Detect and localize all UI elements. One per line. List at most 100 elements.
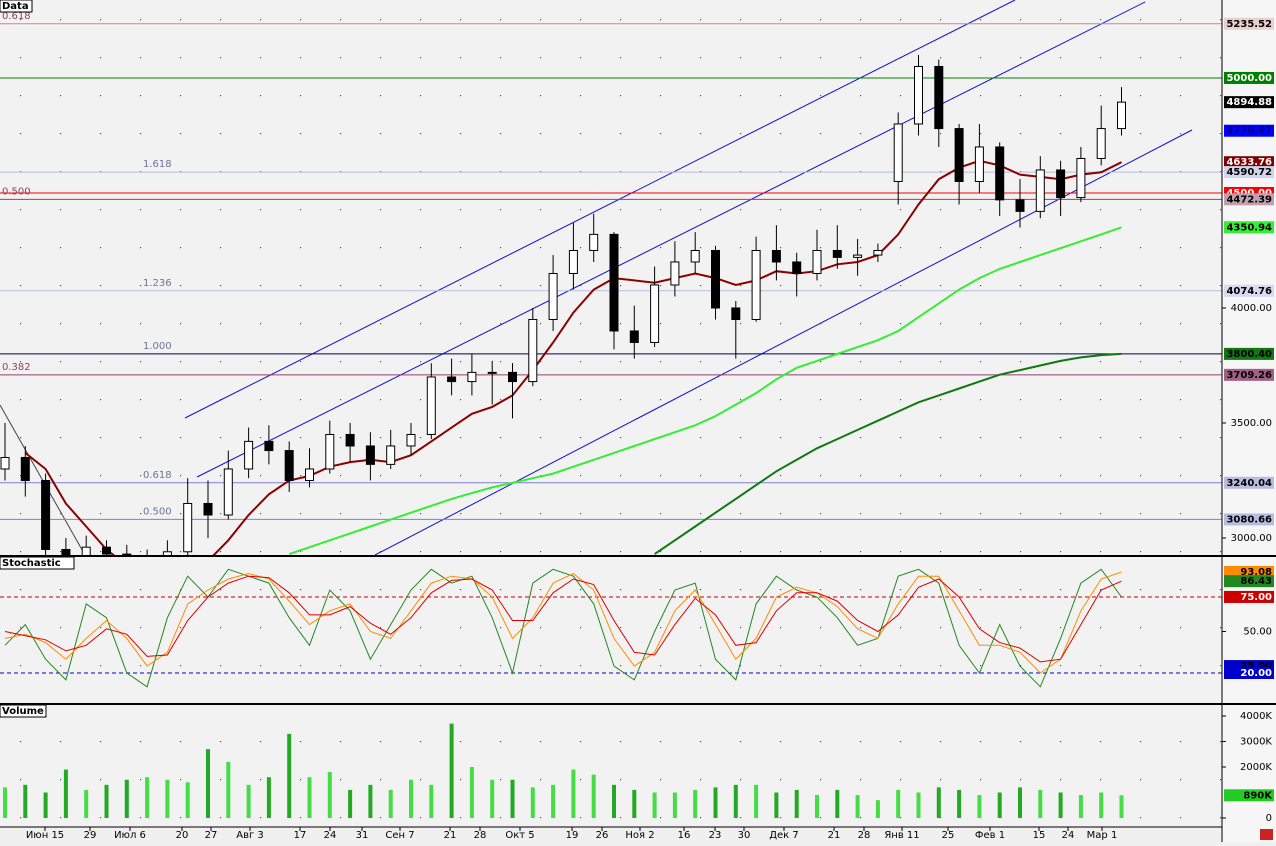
scroll-button[interactable] [1260,829,1273,840]
value-box [1224,156,1274,169]
volume-bar [388,789,393,818]
x-tick-label: 28 [474,830,487,841]
panel-title-box [0,0,33,13]
x-tick-label: 26 [596,830,609,841]
volume-bar [1078,795,1083,818]
volume-bar [429,784,434,818]
channel-lines [0,0,1193,555]
series-line [288,226,1122,555]
dot-grid [0,0,1222,827]
x-tick-label: 29 [84,830,97,841]
candle-body [792,261,802,274]
panel [0,568,1222,688]
candle-body [81,546,91,555]
panel-title: Data [2,1,29,12]
volume-bar [409,779,413,818]
x-tick-label: Сен 7 [385,830,414,841]
volume-bar [206,749,210,818]
volume-bar [266,777,271,818]
x-tick-label: 21 [444,830,457,841]
candle-body [183,502,193,553]
value-box [1224,565,1274,578]
y-tick-label: 4000K [1240,711,1272,722]
candle-body [20,456,30,481]
x-tick-label: 20 [176,830,189,841]
candle-body [629,330,639,343]
x-tick-label: 16 [678,830,691,841]
candle-body [386,445,396,465]
volume-bar [571,769,576,818]
candle-body [122,553,132,555]
panel [3,723,1124,818]
x-tick-label: 30 [738,830,751,841]
candle-body [873,249,883,256]
candle-body [650,284,660,343]
candle-body [1015,199,1025,212]
value-box-label: 4350.94 [1226,222,1272,233]
volume-bar [733,784,738,818]
candle-body [264,440,274,452]
candle-body [832,249,842,258]
x-tick-label: Фев 1 [975,830,1005,841]
fib-label: 1.000 [143,341,172,352]
x-tick-label: 23 [709,830,722,841]
volume-bar [124,779,129,818]
volume-bar [307,777,312,818]
y-tick-label: 3000.00 [1231,533,1272,544]
value-box-label: 93.08 [1240,567,1272,578]
value-box-label: 5000.00 [1226,73,1272,84]
x-tick-label: Окт 5 [505,830,534,841]
x-tick-label: 21 [828,830,841,841]
volume-bar [632,789,637,818]
volume-bar [693,789,698,818]
candle-body [447,376,457,383]
volume-bar [226,761,231,818]
volume-bar [530,787,535,818]
value-box [1224,575,1274,588]
channel-middle [196,1,1146,478]
candle-body [325,433,335,470]
volume-bar [794,789,799,818]
volume-bar [43,792,48,818]
volume-bar [875,800,880,818]
candle-body [711,249,720,309]
value-box-label: 4590.72 [1226,167,1272,178]
value-box-label: 5235.52 [1226,19,1272,30]
candle-body [223,468,233,516]
candle-body [305,468,314,481]
value-box-label: 25.00 [1240,661,1272,672]
candle-body [345,433,355,447]
channel-lower [374,129,1193,555]
value-box [1224,284,1274,297]
volume-bar [672,792,677,818]
value-box [1224,166,1274,179]
volume-bar [997,792,1002,818]
volume-bar [3,787,7,818]
y-tick-label: 4000.00 [1231,303,1272,314]
candle-body [568,249,578,274]
value-box-label: 20.00 [1240,668,1272,679]
volume-bar [774,792,779,818]
volume-bar [84,789,89,818]
candle-body [690,249,700,263]
fib-label: 0.382 [2,362,31,373]
volume-bar [145,777,150,818]
volume-bar [652,792,657,818]
value-box [1224,71,1274,84]
candle-body [426,376,436,435]
candle-body [41,479,51,550]
value-box-label: 3240.04 [1226,478,1272,489]
candle-body [731,307,741,320]
volume-bar [327,772,332,818]
volume-bar [713,787,718,818]
panel-title: Stochastic [2,558,61,569]
value-box-label: 3080.66 [1226,514,1272,525]
value-box [1224,17,1274,30]
candle-body [812,249,822,274]
candle-body [589,233,599,251]
value-box [1224,124,1274,137]
channel-upper [184,0,1016,419]
y-tick-label: 3000K [1240,736,1272,747]
